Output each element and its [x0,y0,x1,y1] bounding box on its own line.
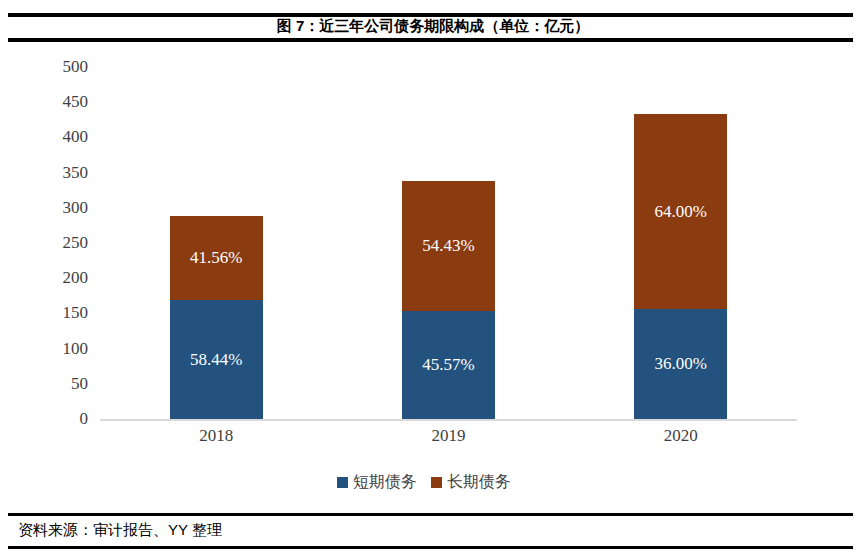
chart-title: 图 7：近三年公司债务期限构成（单位：亿元） [0,17,866,36]
y-axis-tick-label: 0 [40,409,88,429]
legend: 短期债务 长期债务 [337,472,511,493]
legend-swatch-short-term-icon [337,477,348,488]
bar-percent-label: 41.56% [190,248,242,268]
y-axis-tick-label: 350 [40,163,88,183]
legend-label-short-term: 短期债务 [353,472,417,493]
footer-top-line [8,513,853,516]
y-axis-tick-label: 400 [40,127,88,147]
bar-segment-short-term: 58.44% [170,300,263,419]
y-axis-tick-label: 450 [40,92,88,112]
y-axis-tick-label: 250 [40,233,88,253]
y-axis-tick-label: 300 [40,198,88,218]
bar-segment-long-term: 41.56% [170,216,263,300]
x-axis-category-label: 2020 [631,426,731,446]
bar-segment-long-term: 54.43% [402,181,495,311]
y-axis-tick-label: 150 [40,303,88,323]
title-underline [8,38,853,42]
bar-segment-short-term: 36.00% [634,309,727,419]
legend-label-long-term: 长期债务 [447,472,511,493]
source-note: 资料来源：审计报告、YY 整理 [18,521,222,540]
y-axis-tick-label: 50 [40,374,88,394]
legend-item-long-term: 长期债务 [431,472,511,493]
bar-percent-label: 64.00% [655,202,707,222]
bar-segment-long-term: 64.00% [634,114,727,309]
bar-percent-label: 58.44% [190,350,242,370]
footer-bottom-line [8,546,853,549]
legend-item-short-term: 短期债务 [337,472,417,493]
x-axis-line [100,419,797,421]
bar-segment-short-term: 45.57% [402,311,495,419]
bar-percent-label: 36.00% [655,354,707,374]
y-axis-tick-label: 200 [40,268,88,288]
x-axis-category-label: 2019 [399,426,499,446]
bar-percent-label: 54.43% [422,236,474,256]
figure-page: 图 7：近三年公司债务期限构成（单位：亿元） 0 50 100 150 200 250 30… [0,0,866,557]
y-axis-tick-label: 500 [40,57,88,77]
legend-swatch-long-term-icon [431,477,442,488]
bar-percent-label: 45.57% [422,355,474,375]
y-axis-tick-label: 100 [40,339,88,359]
x-axis-category-label: 2018 [166,426,266,446]
